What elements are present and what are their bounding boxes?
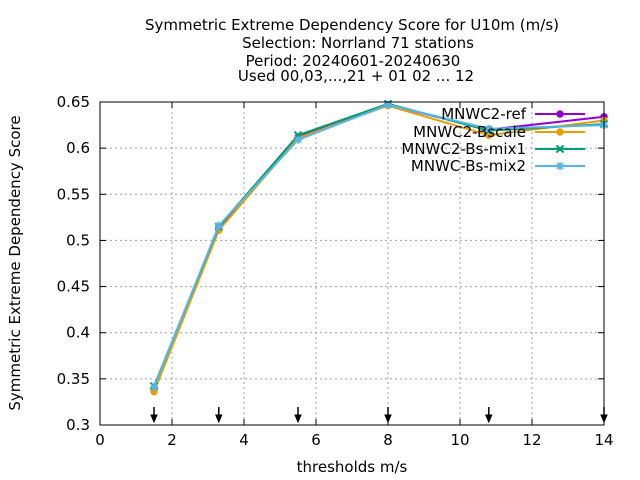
legend-marker-0	[556, 110, 564, 118]
chart-title: Symmetric Extreme Dependency Score for U…	[145, 16, 559, 85]
legend: MNWC2-refMNWC2-BscaleMNWC2-Bs-mix1MNWC-B…	[401, 105, 585, 175]
series-3-point-2	[294, 135, 302, 144]
x-tick-label-3: 6	[311, 431, 321, 449]
grid-lines	[100, 102, 604, 425]
series-3-point-1	[214, 221, 223, 230]
y-tick-label-6: 0.6	[66, 139, 90, 157]
legend-label-1: MNWC2-Bscale	[413, 123, 526, 141]
y-tick-label-2: 0.4	[66, 324, 90, 342]
threshold-arrow-markers	[150, 407, 608, 424]
series-3-point-0	[150, 383, 158, 392]
threshold-arrow-0	[150, 407, 158, 424]
y-axis-label: Symmetric Extreme Dependency Score	[6, 115, 24, 410]
plot-frame	[99, 101, 605, 426]
legend-entry-2: MNWC2-Bs-mix1	[401, 140, 585, 158]
x-axis-ticks: 0 2 4 6 8 10 12 14	[95, 102, 614, 449]
series-line-0	[153, 103, 605, 390]
threshold-arrow-4	[485, 407, 493, 424]
data-series	[149, 99, 609, 396]
y-tick-label-4: 0.5	[66, 231, 90, 249]
series-line-3	[153, 103, 605, 388]
series-3-point-4	[484, 124, 493, 133]
threshold-arrow-3	[384, 407, 392, 424]
series-2	[149, 99, 609, 391]
legend-marker-1	[556, 128, 564, 136]
x-tick-label-5: 10	[450, 431, 469, 449]
y-axis-ticks: 0.3 0.35 0.4 0.45 0.5 0.55 0.6 0.65	[57, 93, 604, 434]
series-1	[150, 101, 608, 396]
legend-label-0: MNWC2-ref	[441, 105, 526, 123]
legend-label-3: MNWC-Bs-mix2	[411, 157, 526, 175]
legend-marker-2	[555, 144, 565, 154]
y-tick-label-1: 0.35	[57, 370, 90, 388]
series-3	[150, 100, 608, 392]
series-0	[150, 101, 608, 393]
y-tick-label-3: 0.45	[57, 278, 90, 296]
legend-entry-0: MNWC2-ref	[441, 105, 585, 123]
legend-marker-3	[556, 162, 564, 170]
x-tick-label-2: 4	[239, 431, 249, 449]
x-axis-label: thresholds m/s	[297, 458, 408, 476]
x-tick-label-0: 0	[95, 431, 105, 449]
title-line-4: Used 00,03,...,21 + 01 02 ... 12	[238, 67, 474, 85]
title-line-2: Selection: Norrland 71 stations	[242, 34, 474, 52]
threshold-arrow-2	[294, 407, 302, 424]
title-line-3: Period: 20240601-20240630	[246, 52, 461, 70]
y-tick-label-7: 0.65	[57, 93, 90, 111]
x-tick-label-6: 12	[522, 431, 541, 449]
y-tick-label-0: 0.3	[66, 416, 90, 434]
legend-entry-3: MNWC-Bs-mix2	[411, 157, 585, 175]
series-line-2	[153, 102, 605, 387]
x-tick-label-4: 8	[383, 431, 393, 449]
legend-entry-1: MNWC2-Bscale	[413, 123, 585, 141]
x-tick-label-7: 14	[594, 431, 613, 449]
legend-label-2: MNWC2-Bs-mix1	[401, 140, 526, 158]
title-line-1: Symmetric Extreme Dependency Score for U…	[145, 16, 559, 34]
threshold-arrow-1	[215, 407, 223, 424]
y-tick-label-5: 0.55	[57, 185, 90, 203]
x-tick-label-1: 2	[167, 431, 177, 449]
